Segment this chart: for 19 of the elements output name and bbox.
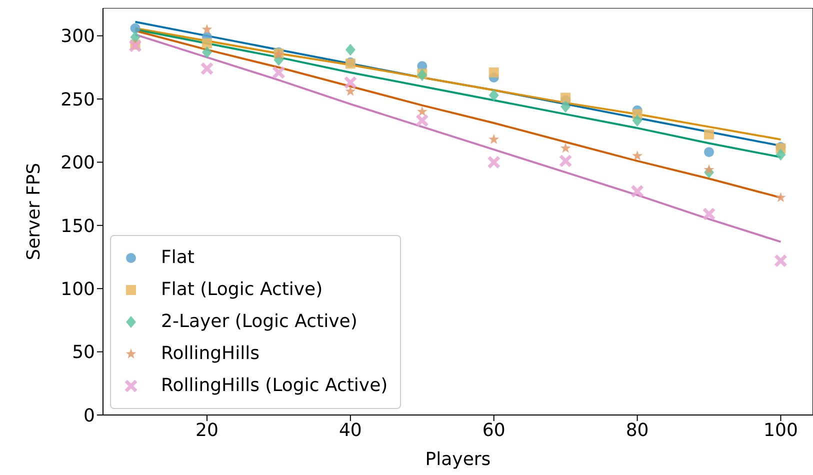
y-tick-label: 300 xyxy=(60,26,95,48)
x-axis-title: Players xyxy=(425,449,491,470)
legend-label: 2-Layer (Logic Active) xyxy=(161,310,358,334)
y-axis-title: Server FPS xyxy=(23,162,44,260)
x-tick-label: 100 xyxy=(764,420,798,441)
y-tick-label: 50 xyxy=(72,342,95,364)
x-tick-label: 20 xyxy=(196,420,218,441)
legend-label: Flat xyxy=(161,246,194,270)
y-tick-label: 100 xyxy=(60,278,95,300)
x-tick-label: 40 xyxy=(338,420,362,441)
x-tick-label: 80 xyxy=(626,420,649,441)
legend-label: RollingHills xyxy=(161,342,260,366)
x-tick-label: 60 xyxy=(482,420,506,441)
legend-label: Flat (Logic Active) xyxy=(161,278,323,302)
y-tick-label: 250 xyxy=(60,89,95,110)
y-tick-label: 150 xyxy=(60,216,95,237)
legend-label: RollingHills (Logic Active) xyxy=(161,374,388,398)
y-tick-label: 200 xyxy=(60,152,95,174)
y-tick-label: 0 xyxy=(84,405,95,426)
